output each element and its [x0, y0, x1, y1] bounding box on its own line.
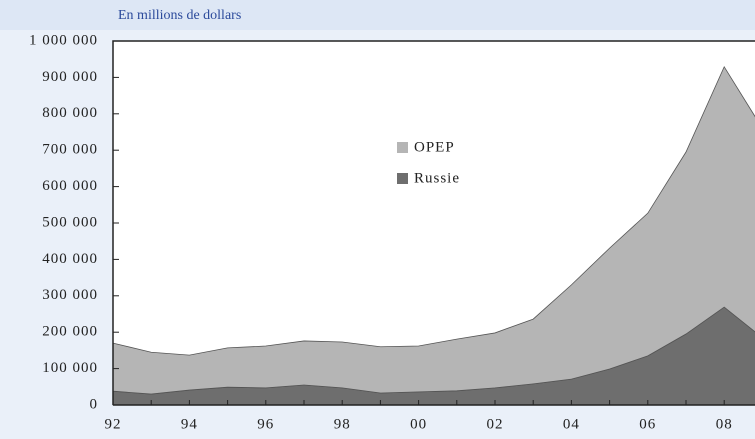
y-tick-label: 200 000 [42, 324, 98, 340]
y-tick-label: 100 000 [42, 360, 98, 376]
x-tick-label: 02 [487, 416, 504, 432]
x-tick-label: 08 [716, 416, 733, 432]
y-tick-label: 800 000 [42, 105, 98, 121]
y-tick-label: 300 000 [42, 287, 98, 303]
x-tick-label: 04 [563, 416, 580, 432]
y-tick-label: 700 000 [42, 142, 98, 158]
x-tick-label: 94 [181, 416, 198, 432]
area [112, 65, 755, 395]
legend-label: OPEP [414, 139, 455, 155]
x-tick-label: 92 [105, 416, 122, 432]
header-band [0, 0, 755, 30]
legend-swatch [397, 173, 408, 184]
y-tick-label: 400 000 [42, 251, 98, 267]
x-tick-label: 98 [334, 416, 351, 432]
legend-label: Russie [414, 170, 460, 186]
y-tick-label: 1 000 000 [29, 32, 98, 48]
chart-subtitle: En millions de dollars [118, 8, 241, 23]
y-tick-label: 500 000 [42, 214, 98, 230]
y-tick-label: 900 000 [42, 69, 98, 85]
legend-swatch [397, 142, 408, 153]
x-tick-label: 06 [639, 416, 656, 432]
y-tick-label: 0 [90, 396, 99, 412]
y-tick-label: 600 000 [42, 178, 98, 194]
x-tick-label: 00 [410, 416, 427, 432]
x-tick-label: 96 [257, 416, 274, 432]
